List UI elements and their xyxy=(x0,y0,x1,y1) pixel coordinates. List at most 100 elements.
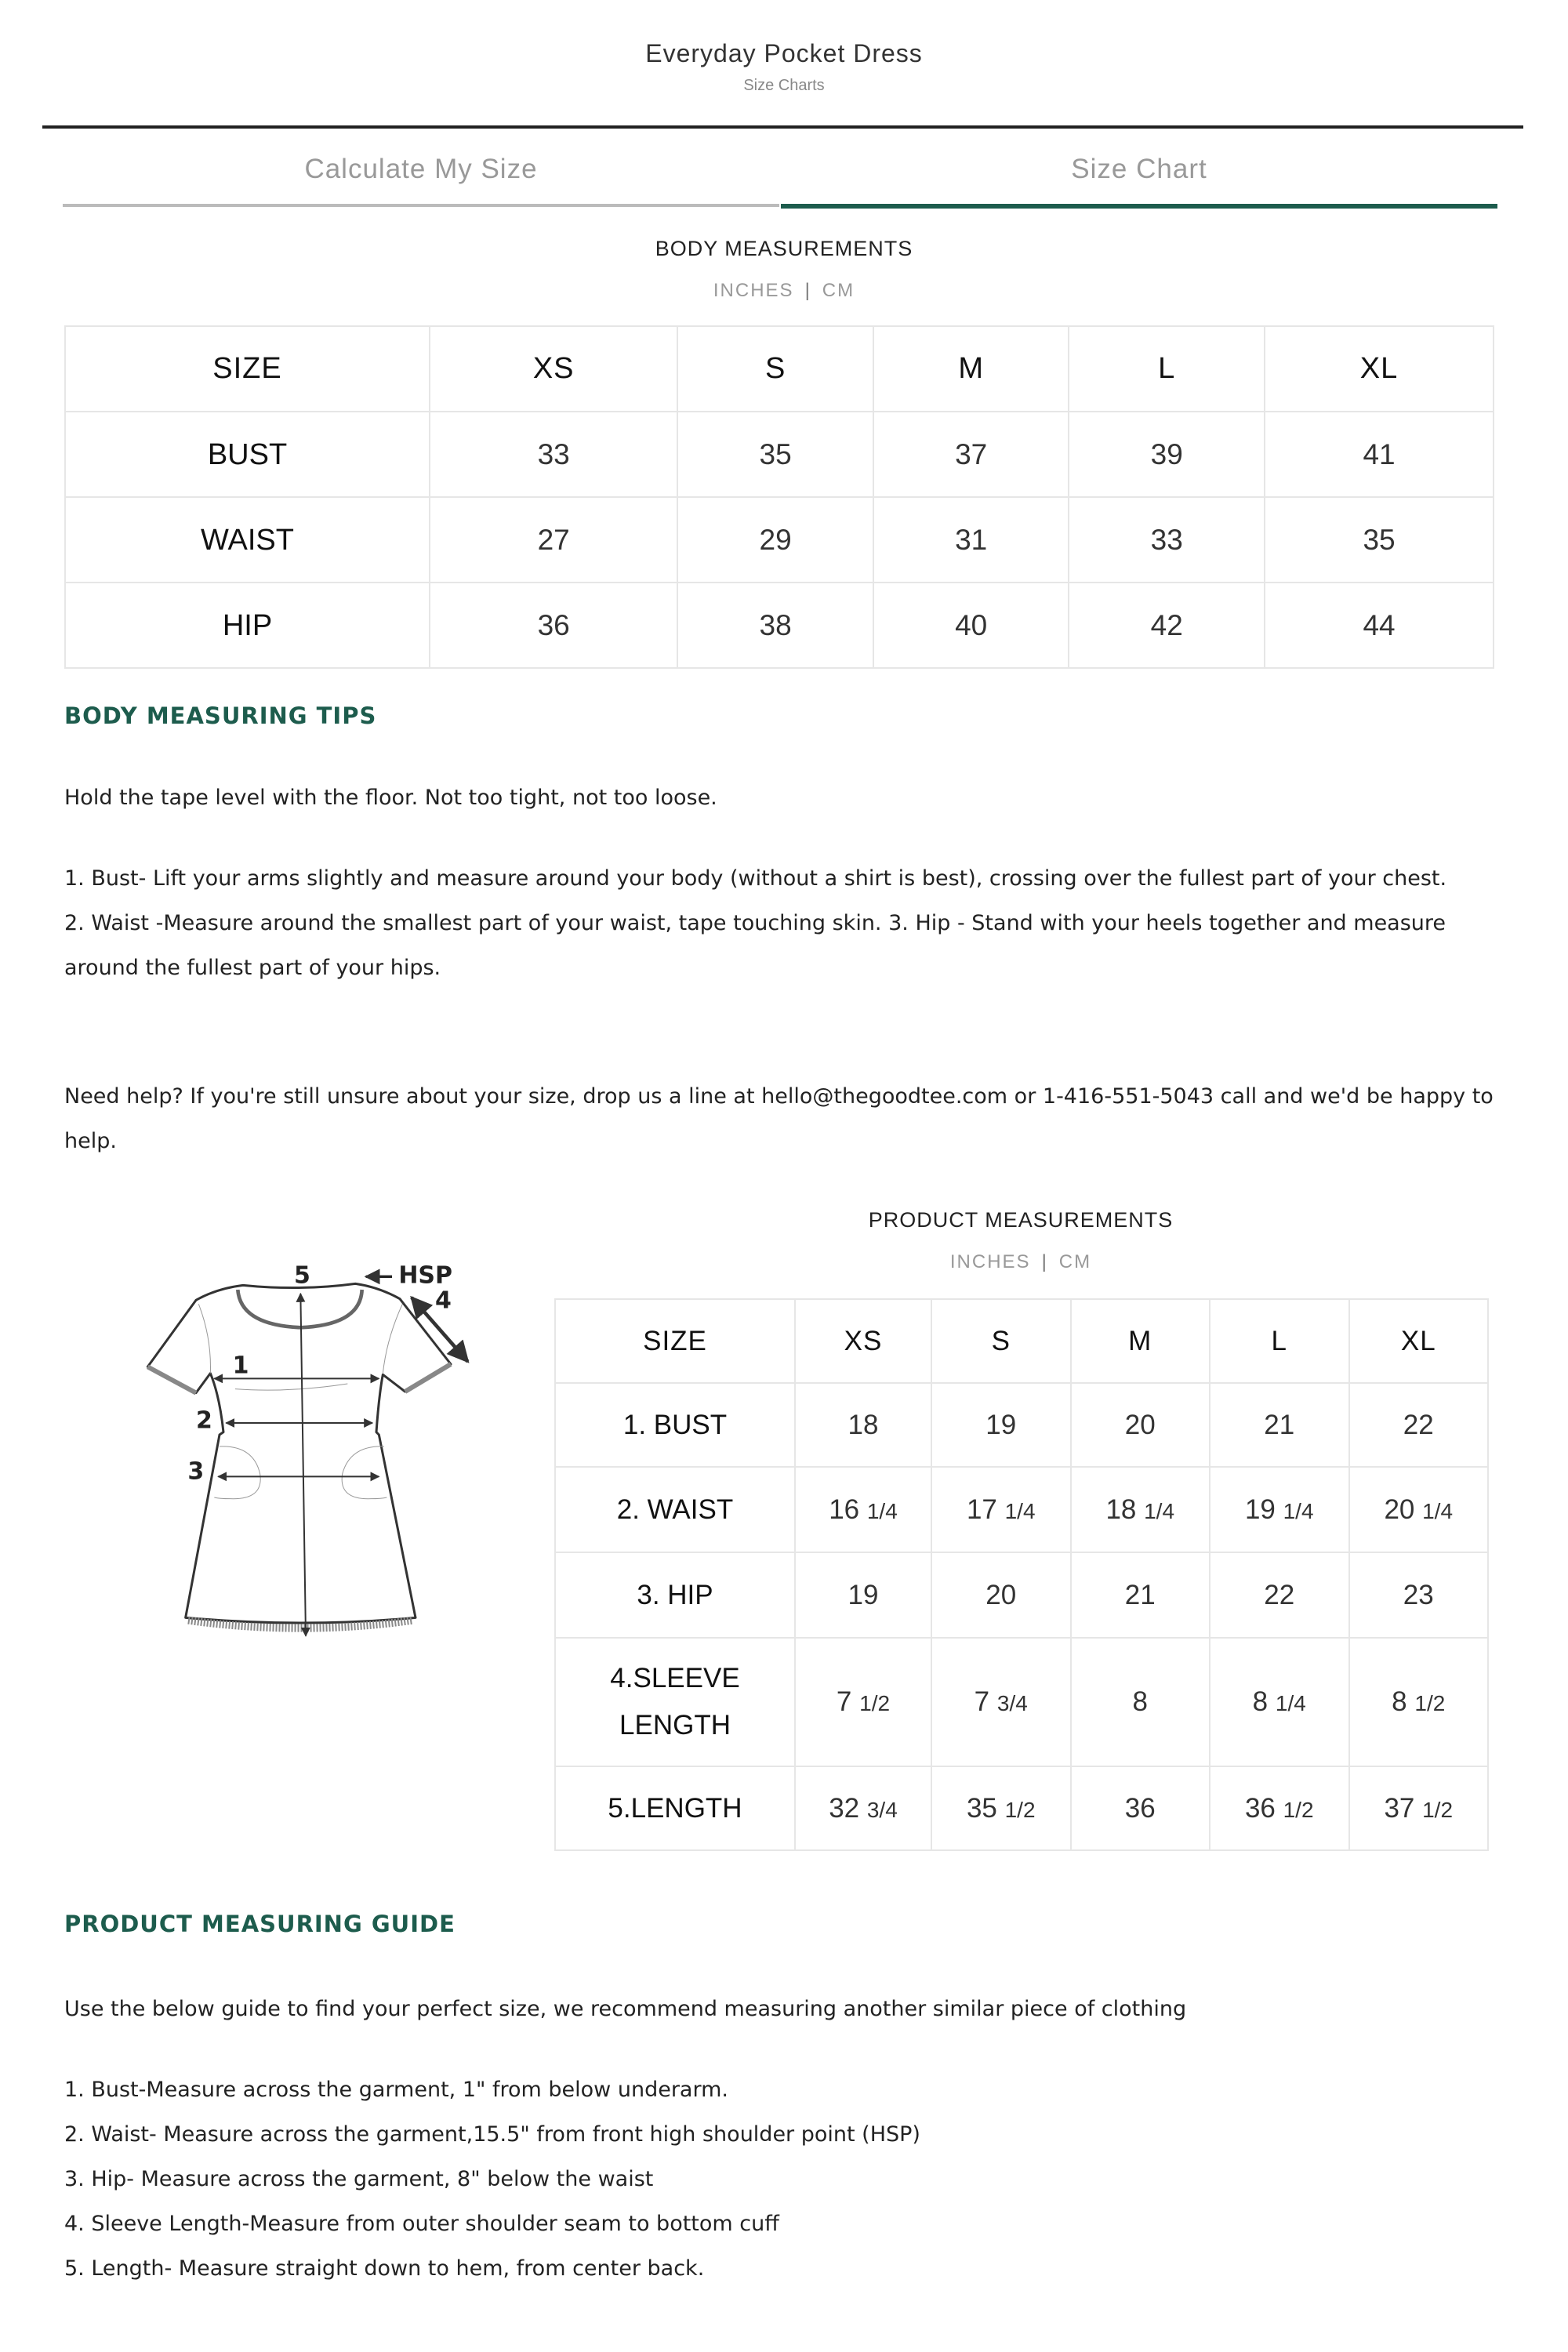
measurement-cell: 21 xyxy=(1069,1552,1210,1639)
measurement-cell: 8 1/4 xyxy=(1209,1637,1350,1767)
measurement-cell: 22 xyxy=(1348,1382,1489,1468)
row-label: 4.SLEEVE LENGTH xyxy=(554,1637,796,1767)
measurement-cell: 35 xyxy=(1264,496,1494,583)
email-link[interactable]: hello@thegoodtee.com xyxy=(761,1084,1008,1109)
size-column-header: L xyxy=(1209,1298,1350,1384)
measurement-cell: 37 1/2 xyxy=(1348,1766,1489,1851)
tab-size-chart[interactable]: Size Chart xyxy=(781,154,1497,209)
size-column-header: XS xyxy=(794,1298,932,1384)
help-text: Need help? If you're still unsure about … xyxy=(64,1074,1499,1163)
measurement-cell: 37 xyxy=(872,411,1070,498)
fraction: 1/2 xyxy=(1283,1797,1314,1822)
size-column-header: S xyxy=(677,325,874,412)
label-1: 1 xyxy=(233,1352,249,1380)
measurement-cell: 33 xyxy=(428,411,679,498)
fraction: 1/2 xyxy=(1422,1797,1454,1822)
row-label: WAIST xyxy=(64,496,430,583)
measurement-cell: 16 1/4 xyxy=(794,1466,932,1553)
product-unit-toggle: INCHES | CM xyxy=(786,1251,1256,1273)
fraction: 1/4 xyxy=(1283,1498,1314,1523)
unit-inches-button[interactable]: INCHES xyxy=(713,280,794,301)
measurement-cell: 35 xyxy=(677,411,874,498)
measurement-cell: 44 xyxy=(1264,582,1494,669)
row-label: 3. HIP xyxy=(554,1552,796,1639)
fraction: 1/2 xyxy=(1414,1691,1446,1715)
measurement-cell: 8 1/2 xyxy=(1348,1637,1489,1767)
measurement-cell: 29 xyxy=(677,496,874,583)
measurement-cell: 20 1/4 xyxy=(1348,1466,1489,1553)
product-measurements-table: SIZE XS S M L XL 1. BUST 18 19 20 21 22 2. WAIST 16 1… xyxy=(554,1298,1489,1851)
measurement-cell: 22 xyxy=(1209,1552,1350,1639)
page-subtitle: Size Charts xyxy=(743,77,825,94)
label-2: 2 xyxy=(196,1407,212,1435)
body-unit-toggle: INCHES | CM xyxy=(0,280,1568,302)
help-mid: or xyxy=(1007,1084,1043,1109)
table-header-row: SIZE XS S M L XL xyxy=(554,1298,1489,1384)
guide-item: 5. Length- Measure straight down to hem,… xyxy=(64,2256,705,2281)
size-column-header: M xyxy=(872,325,1070,412)
measurement-cell: 38 xyxy=(677,582,874,669)
measurement-cell: 35 1/2 xyxy=(931,1766,1072,1851)
guide-item: 1. Bust-Measure across the garment, 1" f… xyxy=(64,2078,728,2102)
label-5: 5 xyxy=(294,1262,310,1290)
body-measurements-table: SIZE XS S M L XL BUST 33 35 37 39 41 WAIST 27 29 31 33 35… xyxy=(64,325,1494,669)
measurement-cell: 27 xyxy=(428,496,679,583)
table-row: BUST 33 35 37 39 41 xyxy=(64,411,1494,498)
measurement-cell: 19 xyxy=(794,1552,932,1639)
measurement-cell: 40 xyxy=(872,582,1070,669)
measurement-cell: 36 xyxy=(1069,1766,1210,1851)
fraction: 1/2 xyxy=(859,1691,891,1715)
table-row: 1. BUST 18 19 20 21 22 xyxy=(554,1382,1489,1468)
size-column-header: XS xyxy=(428,325,679,412)
guide-item: 2. Waist- Measure across the garment,15.… xyxy=(64,2122,920,2147)
measurement-cell: 20 xyxy=(1069,1382,1210,1468)
row-label: 5.LENGTH xyxy=(554,1766,796,1851)
tip-waist-hip: 2. Waist -Measure around the smallest pa… xyxy=(64,911,1446,980)
guide-item: 3. Hip- Measure across the garment, 8" b… xyxy=(64,2167,654,2191)
size-column-header: L xyxy=(1068,325,1266,412)
measurement-cell: 18 1/4 xyxy=(1069,1466,1210,1553)
unit-cm-button[interactable]: CM xyxy=(1058,1251,1092,1272)
product-guide-intro: Use the below guide to find your perfect… xyxy=(64,1997,1187,2021)
label-3: 3 xyxy=(187,1458,204,1486)
phone-link[interactable]: 1-416-551-5043 xyxy=(1042,1084,1214,1109)
table-row: 5.LENGTH 32 3/4 35 1/2 36 36 1/2 37 1/2 xyxy=(554,1766,1489,1851)
header-divider xyxy=(42,125,1523,129)
measurement-cell: 41 xyxy=(1264,411,1494,498)
measurement-cell: 33 xyxy=(1068,496,1266,583)
measurement-cell: 42 xyxy=(1068,582,1266,669)
unit-inches-button[interactable]: INCHES xyxy=(949,1251,1031,1272)
body-tips-intro: Hold the tape level with the floor. Not … xyxy=(64,786,717,810)
row-label: BUST xyxy=(64,411,430,498)
dress-detail-lines xyxy=(198,1304,403,1500)
dress-outline xyxy=(146,1282,452,1632)
table-row: 2. WAIST 16 1/4 17 1/4 18 1/4 19 1/4 20 1/4 xyxy=(554,1466,1489,1553)
table-header-row: SIZE XS S M L XL xyxy=(64,325,1494,412)
measurement-cell: 32 3/4 xyxy=(794,1766,932,1851)
tip-bust: 1. Bust- Lift your arms slightly and mea… xyxy=(64,866,1447,891)
product-guide-list: 1. Bust-Measure across the garment, 1" f… xyxy=(64,2067,1499,2291)
size-column-header: XL xyxy=(1264,325,1494,412)
fraction: 1/4 xyxy=(866,1498,898,1523)
fraction: 1/4 xyxy=(1275,1691,1306,1715)
measurement-cell: 20 xyxy=(931,1552,1072,1639)
row-label: HIP xyxy=(64,582,430,669)
measurement-cell: 8 xyxy=(1069,1637,1210,1767)
size-header: SIZE xyxy=(64,325,430,412)
measurement-cell: 7 1/2 xyxy=(794,1637,932,1767)
guide-item: 4. Sleeve Length-Measure from outer shou… xyxy=(64,2212,779,2236)
fraction: 1/4 xyxy=(1144,1498,1175,1523)
page-title: Everyday Pocket Dress xyxy=(645,39,923,67)
fraction: 1/2 xyxy=(1004,1797,1036,1822)
fraction: 3/4 xyxy=(866,1797,898,1822)
fraction: 3/4 xyxy=(996,1691,1028,1715)
size-column-header: M xyxy=(1069,1298,1210,1384)
measurement-cell: 36 xyxy=(428,582,679,669)
fraction: 1/4 xyxy=(1422,1498,1454,1523)
row-label: 2. WAIST xyxy=(554,1466,796,1553)
row-label: 1. BUST xyxy=(554,1382,796,1468)
unit-cm-button[interactable]: CM xyxy=(822,280,855,301)
tab-calculate-my-size[interactable]: Calculate My Size xyxy=(63,154,779,207)
table-row: 4.SLEEVE LENGTH 7 1/2 7 3/4 8 8 1/4 8 1/2 xyxy=(554,1637,1489,1767)
size-header: SIZE xyxy=(554,1298,796,1384)
